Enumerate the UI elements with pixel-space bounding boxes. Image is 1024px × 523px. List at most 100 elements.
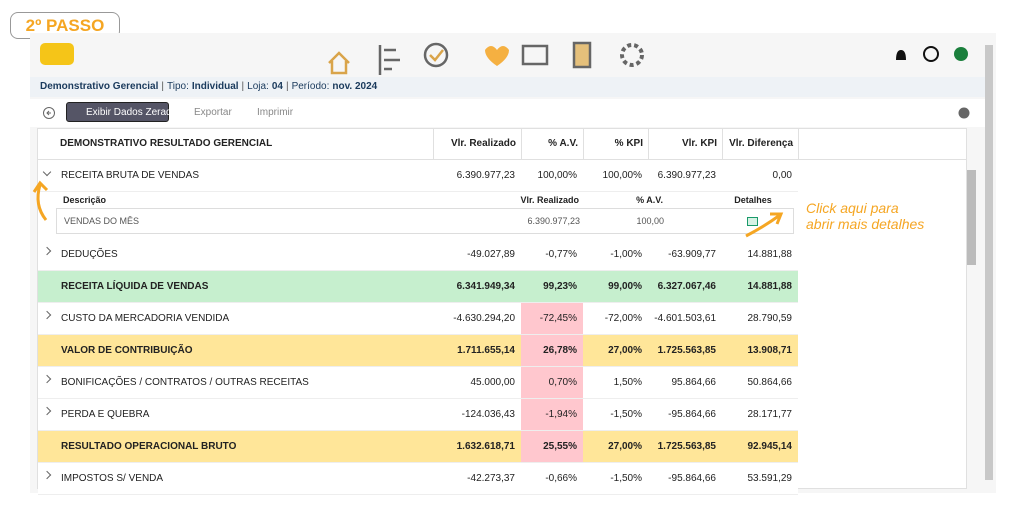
- value-cell: -72,00%: [604, 313, 642, 324]
- detail-cell: VENDAS DO MÊS: [64, 216, 140, 226]
- table: DEMONSTRATIVO RESULTADO GERENCIAL Vlr. Re…: [37, 128, 967, 495]
- value-cell: 0,70%: [521, 367, 583, 398]
- column-divider: [798, 129, 799, 159]
- column-header: Vlr. Realizado: [433, 129, 516, 159]
- scrollbar[interactable]: [967, 170, 976, 265]
- value-cell: 45.000,00: [470, 377, 516, 388]
- separator: |: [285, 81, 289, 92]
- nav-bar: [40, 41, 968, 75]
- field-label: Período:: [291, 81, 330, 92]
- page-scrollbar[interactable]: [985, 45, 993, 480]
- print-button[interactable]: Imprimir: [257, 107, 294, 118]
- table-row[interactable]: CUSTO DA MERCADORIA VENDIDA -4.630.294,20…: [38, 303, 798, 335]
- value-cell: 1.632.618,71: [456, 441, 515, 452]
- value-cell: -1,94%: [521, 399, 583, 430]
- row-label: PERDA E QUEBRA: [61, 409, 150, 420]
- value-cell: 27,00%: [608, 441, 642, 452]
- expand-chevron[interactable]: [42, 167, 52, 177]
- detail-column-header: Detalhes: [734, 195, 772, 205]
- status-dot: [954, 47, 968, 61]
- row-label: DEDUÇÕES: [61, 249, 118, 260]
- value-cell: -1,50%: [610, 409, 642, 420]
- row-label: RECEITA LÍQUIDA DE VENDAS: [61, 281, 209, 292]
- value-cell: 13.908,71: [747, 345, 793, 356]
- value-cell: 1.725.563,85: [657, 345, 716, 356]
- value-cell: 50.864,66: [747, 377, 793, 388]
- table-row[interactable]: IMPOSTOS S/ VENDA -42.273,37 -0,66% -1,50% -…: [38, 463, 798, 495]
- row-label: IMPOSTOS S/ VENDA: [61, 473, 164, 484]
- expand-chevron[interactable]: [42, 470, 52, 480]
- table-header: DEMONSTRATIVO RESULTADO GERENCIAL Vlr. Re…: [38, 129, 966, 160]
- table-row[interactable]: RECEITA BRUTA DE VENDAS 6.390.977,23 100,0…: [38, 160, 798, 192]
- check-icon[interactable]: [423, 42, 449, 68]
- expand-chevron[interactable]: [42, 406, 52, 416]
- value-cell: 14.881,88: [747, 249, 793, 260]
- field-label: Loja:: [247, 81, 269, 92]
- row-label: RESULTADO OPERACIONAL BRUTO: [61, 441, 237, 452]
- annotation-line: Click aqui para: [806, 200, 899, 216]
- expand-chevron[interactable]: [42, 374, 52, 384]
- column-header: DEMONSTRATIVO RESULTADO GERENCIAL: [60, 138, 273, 149]
- value-cell: 99,23%: [543, 281, 577, 292]
- report-title: Demonstrativo Gerencial: [40, 81, 159, 92]
- row-label: BONIFICAÇÕES / CONTRATOS / OUTRAS RECEIT…: [61, 377, 309, 388]
- value-cell: 6.390.977,23: [657, 170, 716, 181]
- back-button[interactable]: [42, 106, 56, 120]
- value-cell: 27,00%: [608, 345, 642, 356]
- table-row[interactable]: BONIFICAÇÕES / CONTRATOS / OUTRAS RECEIT…: [38, 367, 798, 399]
- show-zero-button[interactable]: Exibir Dados Zerado: [66, 102, 177, 122]
- detail-column-header: Vlr. Realizado: [520, 195, 579, 205]
- table-row[interactable]: RESULTADO OPERACIONAL BRUTO 1.632.618,71 2…: [38, 431, 798, 463]
- logo[interactable]: [40, 43, 74, 65]
- detail-column-header: % A.V.: [636, 195, 663, 205]
- table-row[interactable]: VALOR DE CONTRIBUIÇÃO 1.711.655,14 26,78% 2…: [38, 335, 798, 367]
- help-icon[interactable]: [958, 107, 970, 119]
- value-cell: -72,45%: [521, 303, 583, 334]
- row-label: VALOR DE CONTRIBUIÇÃO: [61, 345, 193, 356]
- export-button[interactable]: Exportar: [194, 107, 232, 118]
- chart-icon[interactable]: [521, 44, 549, 66]
- detail-panel: Descrição Vlr. Realizado % A.V. Detalhes VEN…: [56, 192, 796, 236]
- field-value: 04: [271, 81, 283, 92]
- value-cell: 28.171,77: [747, 409, 793, 420]
- annotation: Click aqui para abrir mais detalhes: [806, 200, 924, 232]
- value-cell: 53.591,29: [747, 473, 793, 484]
- table-row[interactable]: DEDUÇÕES -49.027,89 -0,77% -1,00% -63.909,77…: [38, 239, 798, 271]
- value-cell: 99,00%: [608, 281, 642, 292]
- value-cell: 100,00%: [537, 170, 577, 181]
- value-cell: 95.864,66: [671, 377, 717, 388]
- expand-chevron[interactable]: [42, 310, 52, 320]
- field-value: nov. 2024: [332, 81, 378, 92]
- table-row[interactable]: PERDA E QUEBRA -124.036,43 -1,94% -1,50% -95…: [38, 399, 798, 431]
- settings-icon[interactable]: [620, 43, 644, 67]
- field-label: Tipo:: [166, 81, 189, 92]
- value-cell: 92.945,14: [747, 441, 793, 452]
- bell-icon[interactable]: [894, 50, 908, 60]
- breadcrumb: Demonstrativo Gerencial | Tipo: Individual |…: [30, 77, 986, 97]
- table-row[interactable]: RECEITA LÍQUIDA DE VENDAS 6.341.949,34 99,…: [38, 271, 798, 303]
- separator: |: [241, 81, 245, 92]
- value-cell: 14.881,88: [747, 281, 793, 292]
- list-icon[interactable]: [378, 45, 400, 75]
- value-cell: 6.341.949,34: [456, 281, 515, 292]
- separator: |: [161, 81, 164, 92]
- details-icon[interactable]: [747, 217, 758, 226]
- value-cell: -4.630.294,20: [453, 313, 515, 324]
- value-cell: -63.909,77: [668, 249, 716, 260]
- book-icon[interactable]: [572, 41, 592, 69]
- value-cell: 1.725.563,85: [657, 441, 716, 452]
- detail-column-header: Descrição: [63, 195, 107, 205]
- value-cell: -0,77%: [545, 249, 577, 260]
- annotation-line: abrir mais detalhes: [806, 216, 925, 232]
- column-header: % A.V.: [521, 129, 578, 159]
- user-icon[interactable]: [923, 46, 939, 62]
- home-icon[interactable]: [328, 51, 350, 75]
- value-cell: 28.790,59: [747, 313, 793, 324]
- health-icon[interactable]: [485, 46, 509, 66]
- column-header: Vlr. KPI: [648, 129, 717, 159]
- value-cell: 100,00%: [602, 170, 642, 181]
- value-cell: 0,00: [772, 170, 792, 181]
- detail-row: VENDAS DO MÊS 6.390.977,23 100,00: [56, 208, 794, 234]
- expand-chevron[interactable]: [42, 246, 52, 256]
